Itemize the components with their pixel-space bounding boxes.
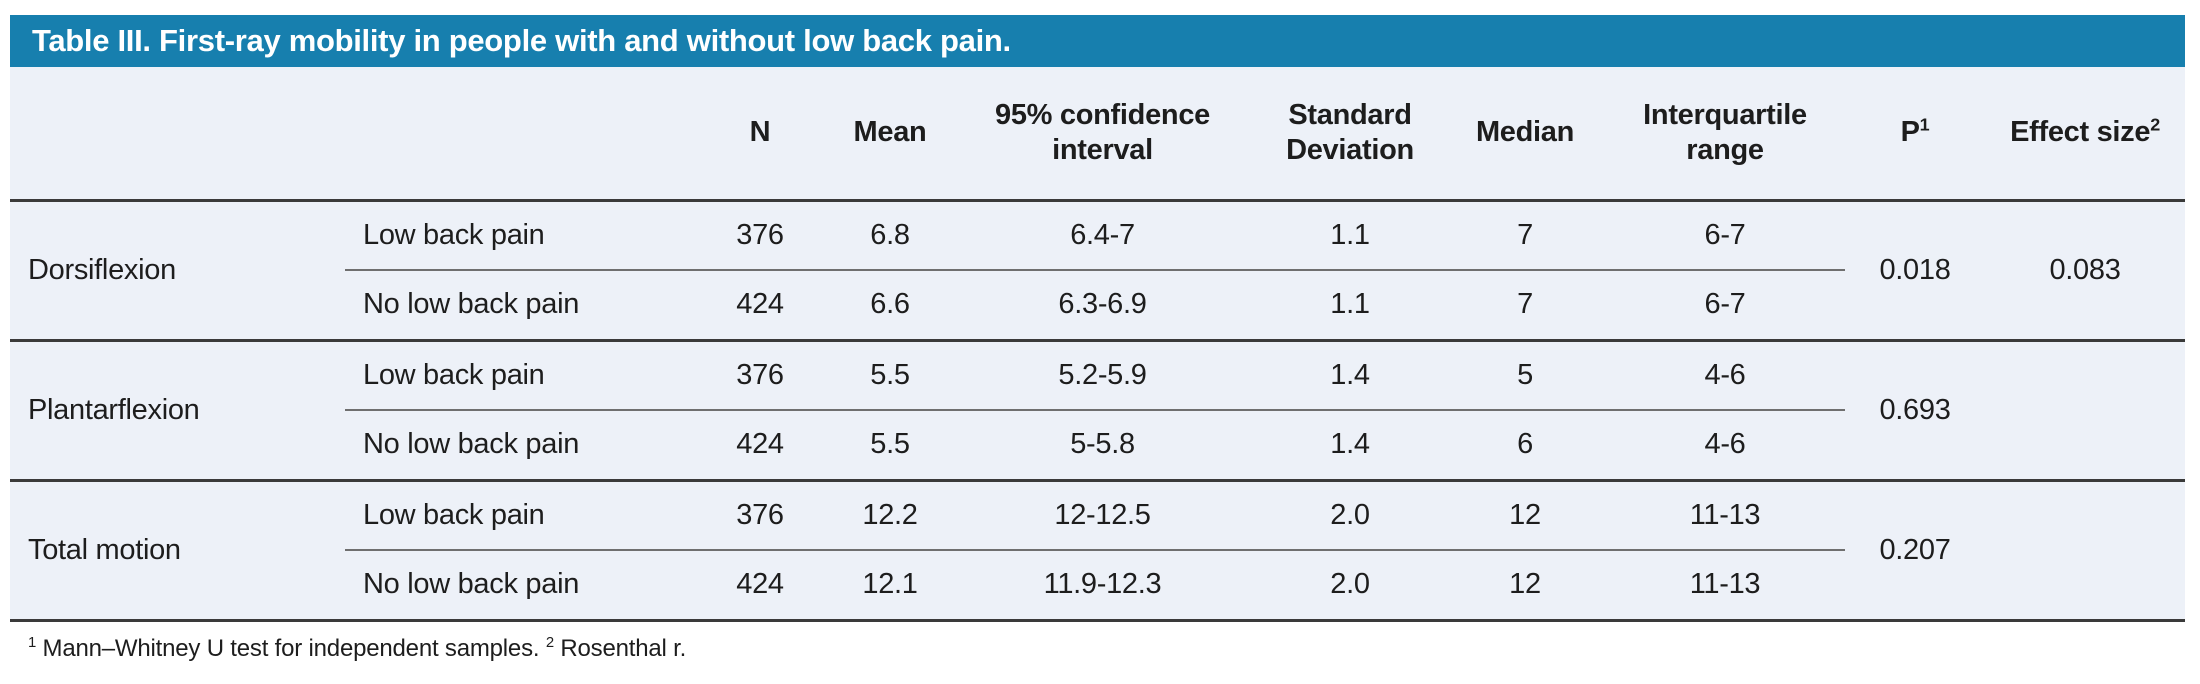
row-label: Dorsiflexion <box>28 253 176 286</box>
group-total-motion: Total motion Low back pain 376 12.2 12-1… <box>10 480 2185 620</box>
cell-n: 424 <box>736 288 784 321</box>
table-row: Plantarflexion Low back pain 376 5.5 5.2… <box>10 340 2185 426</box>
footnote: 1 Mann–Whitney U test for independent sa… <box>10 622 2185 663</box>
cell-p-value: 0.018 <box>1879 253 1951 286</box>
cell-mean: 12.1 <box>862 568 918 601</box>
table-iii-card: Table III. First-ray mobility in people … <box>10 15 2185 663</box>
col-header-confidence-interval: 95% confidence interval <box>995 98 1210 166</box>
cell-median: 6 <box>1517 428 1533 461</box>
cell-condition: No low back pain <box>363 288 580 321</box>
col-header-empty-label <box>10 67 345 200</box>
p-superscript: 1 <box>1919 114 1930 135</box>
col-header-mean: Mean <box>853 116 927 149</box>
cell-interquartile-range: 4-6 <box>1704 428 1746 461</box>
cell-mean: 12.2 <box>830 480 950 551</box>
cell-mean: 5.5 <box>870 428 910 461</box>
cell-mean: 5.5 <box>830 340 950 411</box>
table-row: No low back pain 424 5.5 5-5.8 1.4 6 4-6 <box>10 410 2185 480</box>
col-header-n: N <box>749 116 771 149</box>
cell-confidence-interval: 5-5.8 <box>1070 428 1135 461</box>
cell-n: 376 <box>690 200 830 271</box>
cell-confidence-interval: 6.4-7 <box>950 200 1255 271</box>
cell-median: 7 <box>1517 288 1533 321</box>
col-header-standard-deviation: Standard Deviation <box>1286 98 1414 166</box>
cell-median: 12 <box>1509 568 1541 601</box>
cell-effect-size <box>1985 340 2185 480</box>
cell-condition: No low back pain <box>363 428 580 461</box>
cell-standard-deviation: 1.4 <box>1255 340 1445 411</box>
cell-effect-size <box>1985 480 2185 620</box>
cell-standard-deviation: 2.0 <box>1255 480 1445 551</box>
table-header: N Mean 95% confidence interval Standard … <box>10 67 2185 200</box>
cell-condition: Low back pain <box>345 480 690 551</box>
col-header-effect-size: Effect size2 <box>2010 114 2160 149</box>
table-row: No low back pain 424 12.1 11.9-12.3 2.0 … <box>10 550 2185 620</box>
cell-median: 5 <box>1445 340 1605 411</box>
cell-median: 12 <box>1445 480 1605 551</box>
cell-n: 376 <box>690 480 830 551</box>
cell-n: 424 <box>736 428 784 461</box>
cell-standard-deviation: 1.1 <box>1330 288 1370 321</box>
cell-interquartile-range: 6-7 <box>1605 200 1845 271</box>
effect-size-superscript: 2 <box>2150 114 2160 135</box>
cell-condition: Low back pain <box>345 200 690 271</box>
cell-confidence-interval: 6.3-6.9 <box>1058 288 1147 321</box>
col-header-median: Median <box>1475 116 1575 149</box>
cell-n: 376 <box>690 340 830 411</box>
cell-effect-size: 0.083 <box>2049 253 2121 286</box>
cell-condition: Low back pain <box>345 340 690 411</box>
table-row: No low back pain 424 6.6 6.3-6.9 1.1 7 6… <box>10 270 2185 340</box>
cell-p-value: 0.693 <box>1879 393 1951 426</box>
table-title: Table III. First-ray mobility in people … <box>32 23 1011 58</box>
cell-standard-deviation: 2.0 <box>1330 568 1370 601</box>
cell-p-value: 0.207 <box>1879 533 1951 566</box>
table-row: Dorsiflexion Low back pain 376 6.8 6.4-7… <box>10 200 2185 286</box>
table-title-bar: Table III. First-ray mobility in people … <box>10 15 2185 67</box>
row-label: Total motion <box>28 533 181 566</box>
cell-interquartile-range: 11-13 <box>1689 568 1761 601</box>
cell-confidence-interval: 12-12.5 <box>950 480 1255 551</box>
col-header-interquartile-range: Interquartile range <box>1643 98 1807 166</box>
row-label: Plantarflexion <box>28 393 200 426</box>
col-header-empty-condition <box>345 67 690 200</box>
header-row: N Mean 95% confidence interval Standard … <box>10 67 2185 200</box>
cell-interquartile-range: 6-7 <box>1704 288 1746 321</box>
group-dorsiflexion: Dorsiflexion Low back pain 376 6.8 6.4-7… <box>10 200 2185 340</box>
col-header-p: P1 <box>1900 114 1930 149</box>
first-ray-mobility-table: N Mean 95% confidence interval Standard … <box>10 67 2185 622</box>
cell-interquartile-range: 4-6 <box>1605 340 1845 411</box>
cell-standard-deviation: 1.4 <box>1330 428 1370 461</box>
cell-condition: No low back pain <box>363 568 580 601</box>
cell-median: 7 <box>1445 200 1605 271</box>
footnote-text-1: Mann–Whitney U test for independent samp… <box>36 634 546 662</box>
cell-n: 424 <box>736 568 784 601</box>
cell-standard-deviation: 1.1 <box>1255 200 1445 271</box>
table-row: Total motion Low back pain 376 12.2 12-1… <box>10 480 2185 566</box>
cell-mean: 6.8 <box>830 200 950 271</box>
group-plantarflexion: Plantarflexion Low back pain 376 5.5 5.2… <box>10 340 2185 480</box>
footnote-text-2: Rosenthal r. <box>553 634 687 662</box>
footnote-superscript-2: 2 <box>545 634 554 651</box>
footnote-superscript-1: 1 <box>28 634 37 651</box>
cell-mean: 6.6 <box>870 288 910 321</box>
cell-interquartile-range: 11-13 <box>1605 480 1845 551</box>
cell-confidence-interval: 11.9-12.3 <box>1043 568 1162 601</box>
cell-confidence-interval: 5.2-5.9 <box>950 340 1255 411</box>
